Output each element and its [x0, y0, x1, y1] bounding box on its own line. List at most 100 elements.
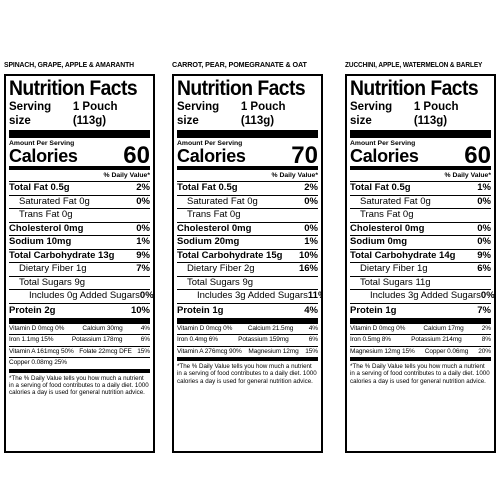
total-fat-dv: 2%	[304, 182, 318, 193]
calories-label: Calories	[177, 146, 246, 166]
serving-size-label: Serving size	[177, 101, 220, 127]
sat-fat: Saturated Fat 0g	[19, 195, 90, 207]
added-sugars-row: Includes 3g Added Sugars 0%	[350, 290, 494, 304]
footnote: *The % Daily Value tells you how much a …	[350, 357, 491, 385]
calories-row: Calories 60	[350, 142, 491, 170]
vitamin-mid: Potassium 178mg	[71, 336, 123, 343]
vitamin-row: Iron 1.1mg 15% Potassium 178mg 6%	[9, 335, 150, 347]
trans-fat-row: Trans Fat 0g	[9, 209, 150, 223]
sodium-dv: 1%	[136, 236, 150, 247]
vitamin-row: Iron 0.5mg 8% Potassium 214mg 8%	[350, 335, 491, 347]
total-fat-row: Total Fat 0.5g 2%	[177, 182, 318, 196]
vitamin-mid: Calcium 21.5mg	[247, 324, 294, 332]
vitamin-left: Vitamin A 276mcg 90%	[177, 347, 242, 355]
protein-dv: 4%	[304, 304, 318, 316]
vitamin-left: Iron 0.4mg 6%	[177, 336, 218, 343]
serving-size-value: 1 Pouch (113g)	[413, 101, 459, 127]
total-fat-row: Total Fat 0.5g 2%	[9, 182, 150, 196]
vitamin-row: Magnesium 12mg 15% Copper 0.06mg 20%	[350, 347, 491, 358]
protein: Protein 1g	[177, 304, 224, 316]
vitamin-left: Vitamin D 0mcg 0%	[9, 324, 65, 332]
vitamin-right: 6%	[308, 336, 318, 343]
protein-row: Protein 1g 7%	[350, 304, 491, 324]
sat-fat-dv: 0%	[477, 195, 491, 207]
sodium-dv: 0%	[477, 236, 491, 247]
sat-fat: Saturated Fat 0g	[187, 195, 258, 207]
protein: Protein 2g	[9, 304, 56, 316]
trans-fat: Trans Fat 0g	[360, 209, 414, 220]
calories-row: Calories 60	[9, 144, 150, 170]
total-sugars: Total Sugars 9g	[187, 276, 254, 288]
vitamin-mid: Copper 0.06mg	[424, 347, 469, 355]
amount-per-serving: Amount Per Serving	[177, 140, 243, 147]
total-fat: Total Fat 0.5g	[177, 182, 238, 193]
nutrition-facts-label: Nutrition Facts Serving size 1 Pouch (11…	[4, 74, 155, 453]
protein-row: Protein 1g 4%	[177, 304, 318, 324]
vitamin-mid: Calcium 17mg	[423, 324, 464, 332]
flavor-name: CARROT, PEAR, POMEGRANATE & OAT	[172, 60, 307, 69]
vitamin-left: Vitamin D 0mcg 0%	[350, 324, 406, 332]
vitamin-left: Copper 0.08mg 25%	[9, 359, 67, 366]
protein-row: Protein 2g 10%	[9, 304, 150, 324]
cholesterol-row: Cholesterol 0mg 0%	[177, 222, 318, 236]
trans-fat: Trans Fat 0g	[19, 209, 73, 220]
cholesterol-dv: 0%	[304, 222, 318, 234]
added-sugars-dv: 11%	[307, 290, 321, 301]
added-sugars-dv: 0%	[480, 290, 495, 301]
amount-per-serving: Amount Per Serving	[350, 140, 416, 147]
sat-fat-row: Saturated Fat 0g 0%	[350, 195, 491, 209]
vitamin-right: 15%	[305, 347, 318, 355]
label-title: Nutrition Facts	[9, 77, 138, 100]
vitamin-mid: Potassium 159mg	[238, 336, 289, 343]
nutrition-panel-carrot: CARROT, PEAR, POMEGRANATE & OAT Nutritio…	[172, 0, 335, 500]
cholesterol-row: Cholesterol 0mg 0%	[350, 222, 491, 236]
total-fat-row: Total Fat 0.5g 1%	[350, 182, 491, 196]
daily-value-header: % Daily Value*	[9, 170, 150, 182]
fiber-row: Dietary Fiber 1g 6%	[350, 263, 491, 277]
nutrition-facts-label: Nutrition Facts Serving size 1 Pouch (11…	[172, 74, 323, 453]
sugars-row: Total Sugars 9g	[177, 276, 318, 290]
vitamin-row: Iron 0.4mg 6% Potassium 159mg 6%	[177, 335, 318, 347]
carb-dv: 10%	[298, 249, 318, 261]
trans-fat-row: Trans Fat 0g	[177, 209, 318, 223]
vitamin-left: Vitamin A 161mcg 50%	[9, 347, 74, 355]
cholesterol: Cholesterol 0mg	[177, 222, 252, 234]
total-fat-dv: 1%	[477, 182, 491, 193]
total-sugars: Total Sugars 11g	[360, 276, 431, 288]
sat-fat-row: Saturated Fat 0g 0%	[177, 195, 318, 209]
added-sugars: Includes 3g Added Sugars	[370, 290, 481, 301]
calories-value: 70	[291, 142, 318, 169]
vitamin-mid: Magnesium 12mg	[248, 347, 299, 355]
vitamin-right: 4%	[308, 324, 318, 332]
sodium-dv: 1%	[304, 236, 318, 247]
fiber-dv: 6%	[477, 263, 491, 274]
sodium-row: Sodium 20mg 1%	[177, 236, 318, 250]
total-carbohydrate: Total Carbohydrate 14g	[350, 249, 456, 261]
vitamin-row: Vitamin A 276mcg 90% Magnesium 12mg 15%	[177, 347, 318, 358]
added-sugars-row: Includes 0g Added Sugars 0%	[9, 290, 153, 304]
serving-size-label: Serving size	[9, 101, 52, 127]
total-fat-dv: 2%	[136, 182, 150, 193]
cholesterol-dv: 0%	[477, 222, 491, 234]
serving-size-label: Serving size	[350, 101, 393, 127]
calories-value: 60	[464, 142, 491, 169]
label-title: Nutrition Facts	[350, 77, 479, 100]
nutrition-panel-spinach: SPINACH, GRAPE, APPLE & AMARANTH Nutriti…	[4, 0, 167, 500]
total-carbohydrate: Total Carbohydrate 15g	[177, 249, 283, 261]
sat-fat-dv: 0%	[136, 195, 150, 207]
vitamin-row: Vitamin D 0mcg 0% Calcium 17mg 2%	[350, 324, 491, 335]
vitamin-left: Iron 0.5mg 8%	[350, 336, 391, 343]
nutrition-facts-label: Nutrition Facts Serving size 1 Pouch (11…	[345, 74, 496, 453]
fiber-row: Dietary Fiber 1g 7%	[9, 263, 150, 277]
fiber-dv: 16%	[298, 263, 318, 274]
carb-dv: 9%	[477, 249, 491, 261]
cholesterol: Cholesterol 0mg	[9, 222, 84, 234]
calories-row: Calories 70	[177, 142, 318, 170]
sodium: Sodium 10mg	[9, 236, 72, 247]
serving-size-row: Serving size 1 Pouch (113g)	[350, 100, 491, 138]
sodium-row: Sodium 10mg 1%	[9, 236, 150, 250]
dietary-fiber: Dietary Fiber 1g	[360, 263, 428, 274]
daily-value-header: % Daily Value*	[350, 170, 491, 182]
total-carbohydrate: Total Carbohydrate 13g	[9, 249, 115, 261]
